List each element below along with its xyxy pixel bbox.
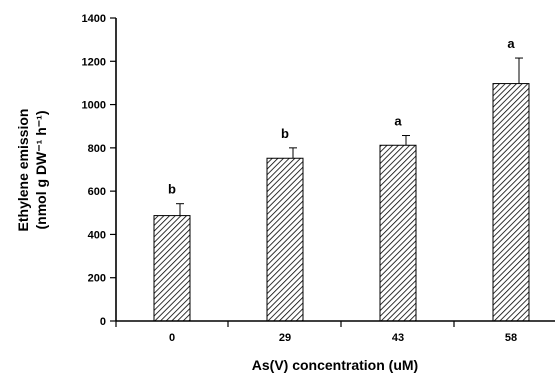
x-tick-label: 29 [279,332,291,344]
y-tick-label: 1000 [82,100,106,112]
bar-0 [153,215,191,322]
bar-29 [266,157,304,322]
y-tick-label: 600 [88,186,106,198]
y-tick-label: 800 [88,143,106,155]
significance-label-0: b [168,182,176,197]
bars: b b a a [153,36,530,322]
x-axis-title: As(V) concentration (uM) [252,357,418,373]
y-axis-title-line2: (nmol g DW⁻¹ h⁻¹) [33,111,49,230]
x-axis-ticks: 0 29 43 58 [115,321,517,344]
bar-43 [379,144,417,322]
y-tick-label: 200 [88,273,106,285]
y-tick-label: 400 [88,229,106,241]
x-tick-label: 58 [505,332,517,344]
significance-label-43: a [394,114,402,129]
y-tick-label: 1200 [82,56,106,68]
x-tick-label: 0 [169,332,175,344]
y-axis-title-line1: Ethylene emission [15,109,31,232]
y-tick-label: 1400 [82,13,106,25]
y-tick-label: 0 [100,316,106,328]
significance-label-29: b [281,126,289,141]
x-tick-label: 43 [392,332,404,344]
y-axis-ticks: 0 200 400 600 800 1000 1200 1400 [82,13,116,328]
bar-58 [492,83,530,322]
significance-label-58: a [507,36,515,51]
